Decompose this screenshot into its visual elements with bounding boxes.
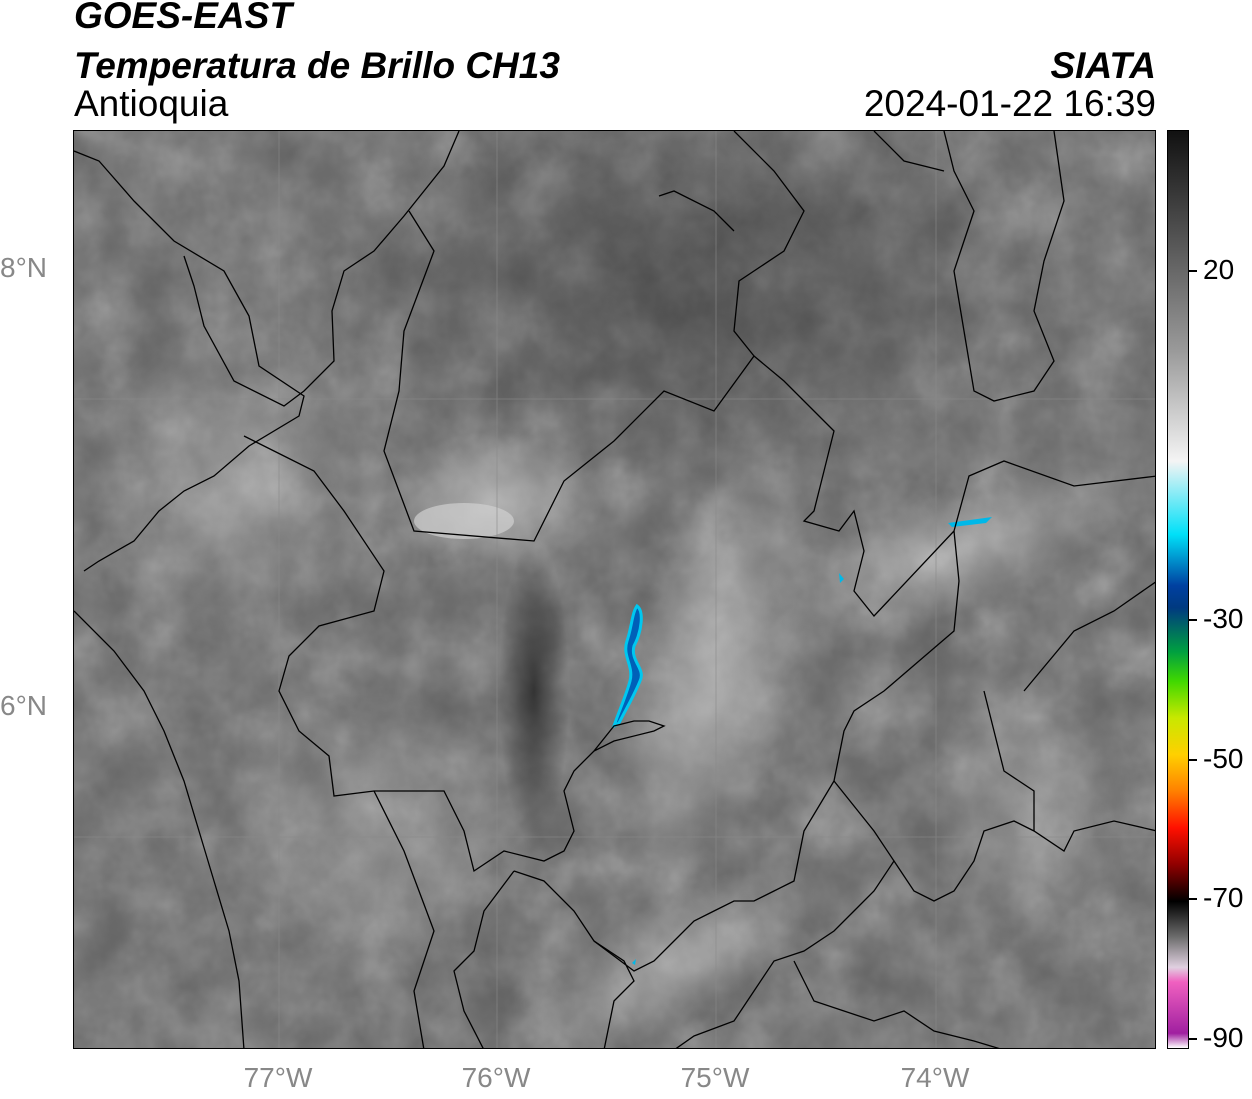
cloud-region — [214, 691, 534, 971]
colorbar-tick — [1189, 759, 1197, 761]
org-label: SIATA — [1050, 45, 1156, 86]
cloud-region — [774, 464, 1134, 638]
lon-label-77w: 77°W — [243, 1062, 313, 1093]
cloud-region — [610, 457, 818, 885]
datetime-label: 2024-01-22 16:39 — [863, 83, 1156, 124]
colorbar-label: -90 — [1203, 1022, 1244, 1053]
colorbar-label: 20 — [1203, 254, 1235, 285]
region-label: Antioquia — [74, 83, 229, 124]
cold-cloud-top — [839, 573, 844, 583]
map-canvas — [74, 131, 1155, 1048]
colorbar-tick — [1189, 1038, 1197, 1040]
borders — [74, 131, 1155, 1048]
colorbar — [1167, 130, 1189, 1049]
graticule — [74, 131, 1155, 1048]
cloud-region — [84, 321, 384, 641]
colorbar-tick — [1189, 270, 1197, 272]
cloud-region — [384, 431, 604, 571]
cloud-region — [414, 503, 514, 539]
cloud-region — [532, 865, 816, 1048]
warm-valley — [499, 541, 569, 841]
colorbar-label: -30 — [1203, 603, 1244, 634]
colorbar-label: -50 — [1203, 743, 1244, 774]
lon-label-74w: 74°W — [900, 1062, 970, 1093]
lon-label-75w: 75°W — [680, 1062, 750, 1093]
lat-label-8n: 8°N — [0, 252, 47, 283]
cold-cloud-top — [632, 959, 636, 965]
satellite-map[interactable] — [73, 130, 1156, 1049]
cold-cloud-top — [948, 517, 992, 527]
lat-label-6n: 6°N — [0, 690, 47, 721]
colorbar-tick — [1189, 898, 1197, 900]
lon-label-76w: 76°W — [461, 1062, 531, 1093]
cold-cloud-top — [611, 603, 643, 730]
colorbar-label: -70 — [1203, 882, 1244, 913]
title-satellite: GOES-EAST — [74, 0, 292, 36]
title-product: Temperatura de Brillo CH13 — [74, 45, 560, 86]
dark-region-north — [314, 131, 1074, 481]
colorbar-tick — [1189, 619, 1197, 621]
